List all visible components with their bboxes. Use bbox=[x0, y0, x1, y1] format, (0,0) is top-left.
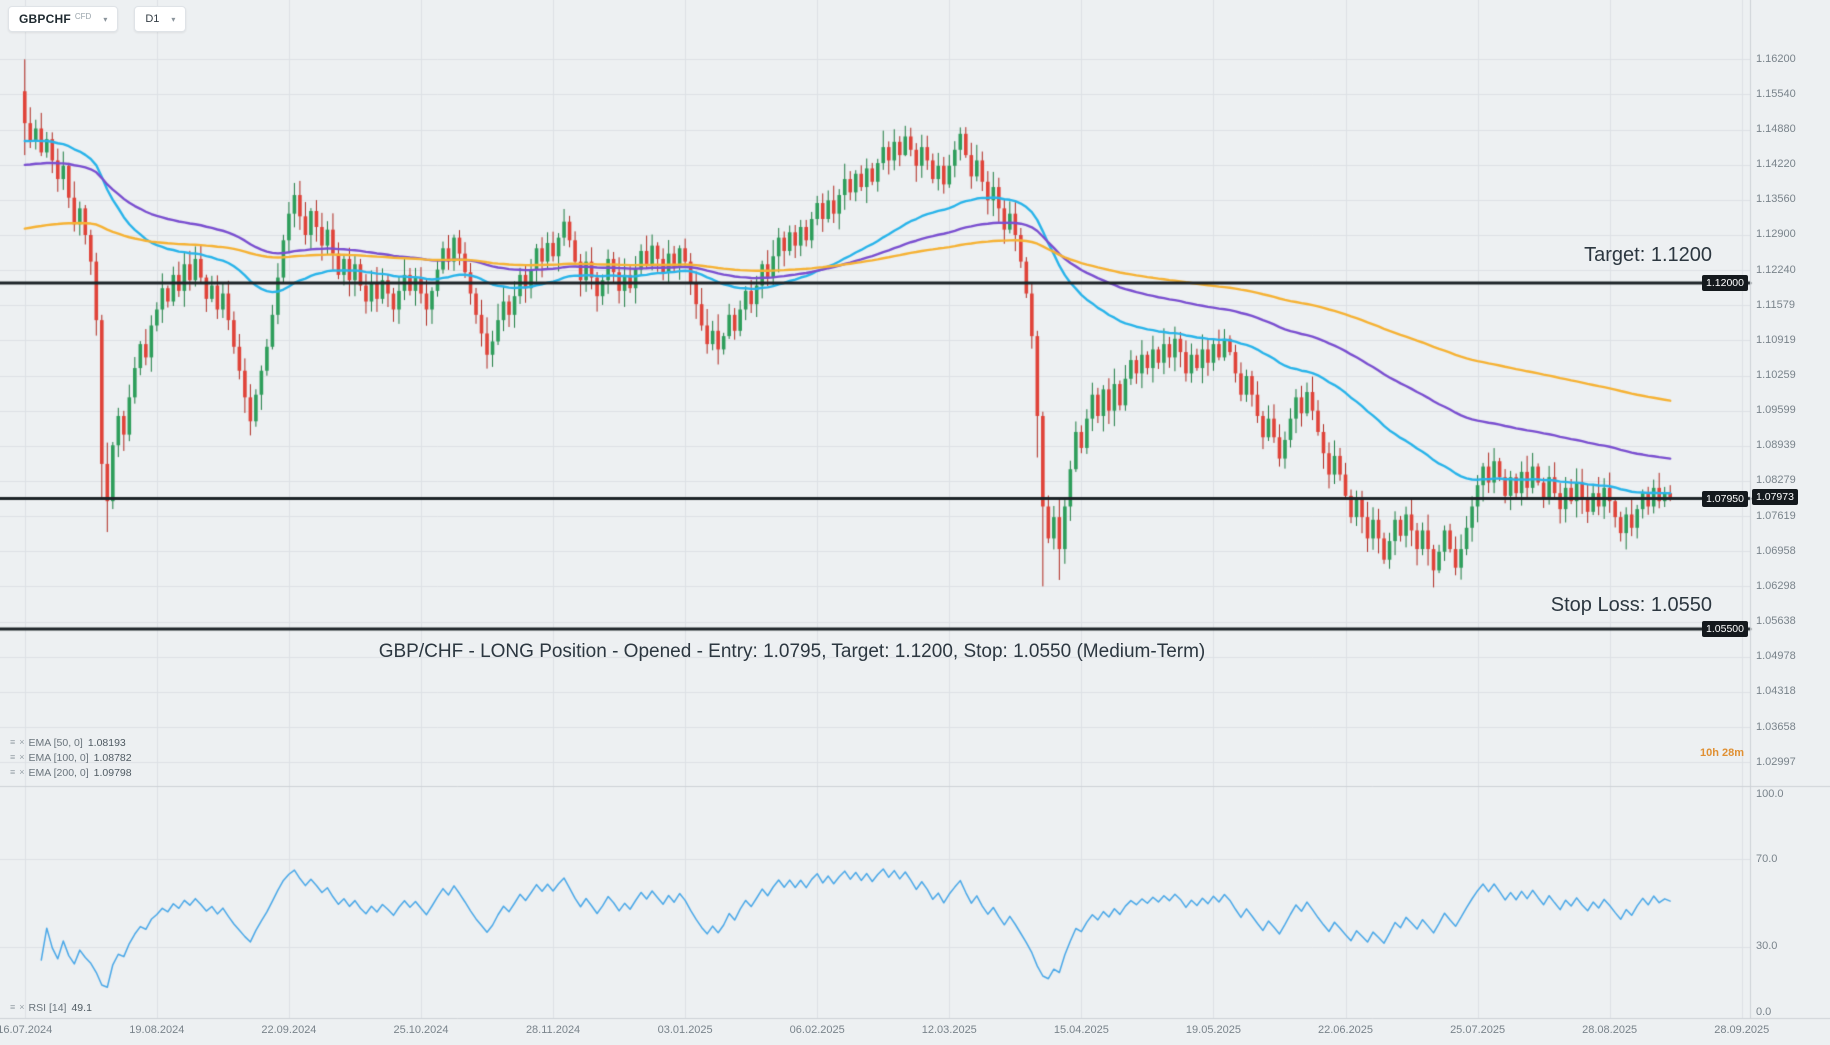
rsi-axis-label: 30.0 bbox=[1756, 940, 1778, 953]
position-annotation: GBP/CHF - LONG Position - Opened - Entry… bbox=[378, 641, 1206, 662]
settings-icon[interactable]: ≡ bbox=[10, 767, 16, 777]
indicator-legend: ≡ × EMA [50, 0] 1.08193 ≡ × EMA [100, 0]… bbox=[10, 735, 132, 780]
ema100-value: 1.08782 bbox=[93, 751, 132, 764]
date-axis-label: 28.09.2025 bbox=[1714, 1024, 1770, 1036]
rsi-legend: ≡ × RSI [14] 49.1 bbox=[10, 1000, 92, 1015]
timeframe-selector[interactable]: D1 ▾ bbox=[134, 6, 187, 32]
date-axis-label: 28.08.2025 bbox=[1582, 1024, 1638, 1036]
symbol-type-label: CFD bbox=[74, 11, 92, 21]
price-axis-label: 1.05638 bbox=[1756, 615, 1796, 628]
close-icon[interactable]: × bbox=[19, 737, 25, 747]
price-axis-label: 1.12240 bbox=[1756, 263, 1796, 276]
date-axis-label: 25.07.2025 bbox=[1450, 1024, 1506, 1036]
rsi-legend-row: ≡ × RSI [14] 49.1 bbox=[10, 1000, 92, 1015]
ema100-legend-row: ≡ × EMA [100, 0] 1.08782 bbox=[10, 750, 132, 765]
candle-countdown: 10h 28m bbox=[1699, 747, 1744, 759]
date-axis-label: 12.03.2025 bbox=[921, 1024, 977, 1036]
timeframe-label: D1 bbox=[145, 13, 160, 25]
rsi-axis-label: 100.0 bbox=[1756, 787, 1784, 800]
date-axis-label: 22.09.2024 bbox=[261, 1024, 317, 1036]
price-axis-label: 1.13560 bbox=[1756, 193, 1796, 206]
chevron-down-icon: ▾ bbox=[103, 14, 108, 24]
ema50-legend-row: ≡ × EMA [50, 0] 1.08193 bbox=[10, 735, 132, 750]
date-axis-label: 25.10.2024 bbox=[393, 1024, 449, 1036]
price-axis-label: 1.09599 bbox=[1756, 404, 1796, 417]
price-axis-label: 1.07619 bbox=[1756, 509, 1796, 522]
rsi-axis-label: 70.0 bbox=[1756, 852, 1778, 865]
price-axis-label: 1.10919 bbox=[1756, 333, 1796, 346]
price-axis-label: 1.16200 bbox=[1756, 52, 1796, 65]
ema100-label: EMA [100, 0] bbox=[28, 751, 89, 764]
date-axis-label: 06.02.2025 bbox=[789, 1024, 845, 1036]
stop-loss-annotation: Stop Loss: 1.0550 bbox=[1550, 594, 1712, 616]
date-axis-label: 28.11.2024 bbox=[525, 1024, 581, 1036]
price-axis-label: 1.03658 bbox=[1756, 720, 1796, 733]
price-axis-label: 1.02997 bbox=[1756, 755, 1796, 768]
ema200-label: EMA [200, 0] bbox=[28, 766, 89, 779]
close-icon[interactable]: × bbox=[19, 752, 25, 762]
price-axis-label: 1.14220 bbox=[1756, 158, 1796, 171]
rsi-label: RSI [14] bbox=[28, 1001, 67, 1014]
current-price-badge: 1.07973 bbox=[1752, 489, 1798, 506]
ema200-legend-row: ≡ × EMA [200, 0] 1.09798 bbox=[10, 765, 132, 780]
chevron-down-icon: ▾ bbox=[171, 14, 176, 24]
toolbar: GBPCHF CFD ▾ D1 ▾ bbox=[8, 6, 187, 32]
price-axis-label: 1.08279 bbox=[1756, 474, 1796, 487]
symbol-selector[interactable]: GBPCHF CFD ▾ bbox=[8, 6, 119, 32]
date-axis-label: 19.08.2024 bbox=[129, 1024, 185, 1036]
date-axis-label: 03.01.2025 bbox=[657, 1024, 713, 1036]
ema200-value: 1.09798 bbox=[93, 766, 132, 779]
date-axis-label: 19.05.2025 bbox=[1185, 1024, 1241, 1036]
price-axis-label: 1.12900 bbox=[1756, 228, 1796, 241]
price-axis-label: 1.04978 bbox=[1756, 650, 1796, 663]
price-axis-label: 1.14880 bbox=[1756, 123, 1796, 136]
price-axis-label: 1.06958 bbox=[1756, 544, 1796, 557]
price-axis-label: 1.08939 bbox=[1756, 439, 1796, 452]
price-axis-label: 1.06298 bbox=[1756, 579, 1796, 592]
settings-icon[interactable]: ≡ bbox=[10, 752, 16, 762]
target-annotation: Target: 1.1200 bbox=[1584, 244, 1712, 266]
price-axis-label: 1.04318 bbox=[1756, 685, 1796, 698]
price-axis-label: 1.11579 bbox=[1756, 298, 1795, 311]
rsi-value: 49.1 bbox=[71, 1001, 92, 1014]
date-axis-label: 16.07.2024 bbox=[0, 1024, 53, 1036]
settings-icon[interactable]: ≡ bbox=[10, 737, 16, 747]
price-level-badge: 1.07950 bbox=[1702, 490, 1748, 507]
settings-icon[interactable]: ≡ bbox=[10, 1002, 16, 1012]
symbol-label: GBPCHF bbox=[19, 12, 71, 26]
price-axis-label: 1.15540 bbox=[1756, 87, 1796, 100]
date-axis-label: 22.06.2025 bbox=[1317, 1024, 1374, 1036]
ema50-value: 1.08193 bbox=[87, 736, 126, 749]
rsi-axis-label: 0.0 bbox=[1756, 1005, 1772, 1018]
close-icon[interactable]: × bbox=[19, 1002, 25, 1012]
date-axis-label: 15.04.2025 bbox=[1053, 1024, 1109, 1036]
close-icon[interactable]: × bbox=[19, 767, 25, 777]
ema50-label: EMA [50, 0] bbox=[28, 736, 83, 749]
price-level-badge: 1.05500 bbox=[1702, 620, 1748, 637]
price-level-badge: 1.12000 bbox=[1702, 274, 1748, 291]
price-axis-label: 1.10259 bbox=[1756, 369, 1796, 382]
